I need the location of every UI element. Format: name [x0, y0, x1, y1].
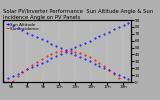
Legend: Sun Altitude, Sun Incidence: Sun Altitude, Sun Incidence: [5, 22, 40, 31]
Text: Solar PV/Inverter Performance  Sun Altitude Angle & Sun Incidence Angle on PV Pa: Solar PV/Inverter Performance Sun Altitu…: [3, 9, 153, 20]
